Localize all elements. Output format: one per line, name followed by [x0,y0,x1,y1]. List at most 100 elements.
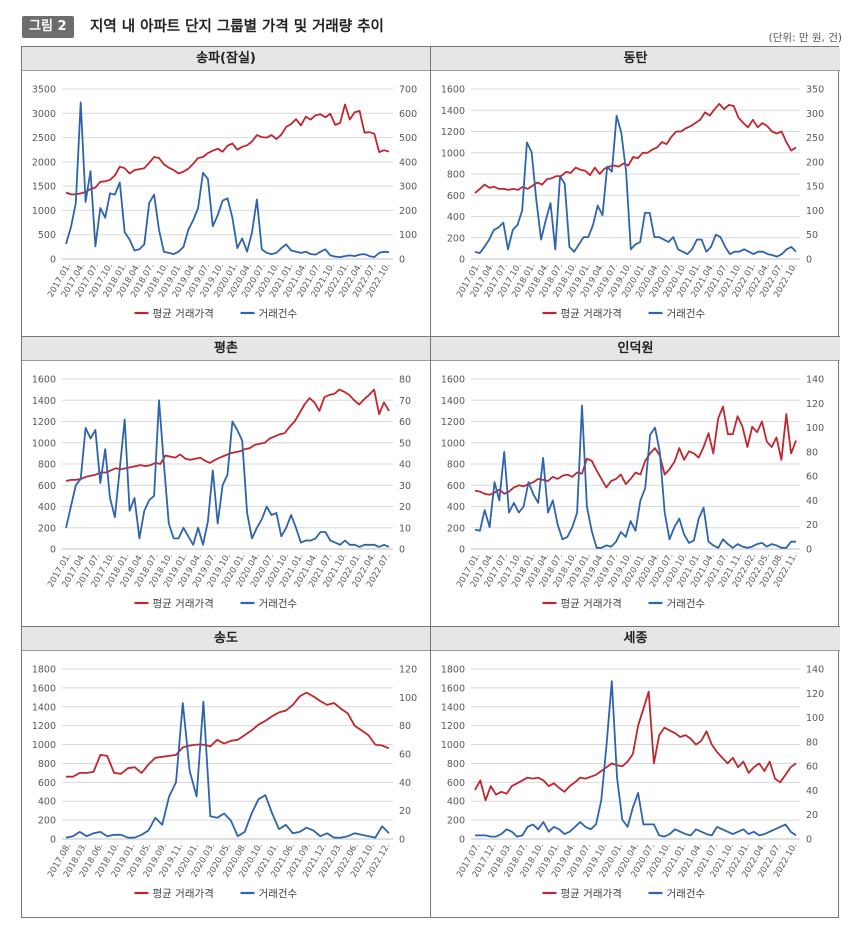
y-right-tick-label: 80 [806,737,818,748]
series-line-count [65,700,390,839]
panel-title: 세종 [431,627,840,651]
y-left-tick-label: 3000 [32,109,56,120]
y-right-tick-label: 40 [399,460,411,471]
y-right-tick-label: 150 [806,182,824,193]
y-left-tick-label: 1400 [32,702,56,713]
y-right-tick-label: 300 [806,109,824,120]
y-left-tick-label: 0 [459,835,465,846]
y-left-tick-label: 200 [447,523,465,534]
figure-badge: 그림 2 [22,16,74,38]
y-right-tick-label: 100 [399,230,417,241]
y-right-tick-label: 120 [806,399,824,410]
y-left-tick-label: 1800 [441,665,465,676]
panel-title: 인덕원 [431,337,840,361]
y-right-tick-label: 60 [399,417,411,428]
y-right-tick-label: 80 [399,375,411,386]
legend-label-count: 거래건수 [259,308,298,320]
legend-label-price: 평균 거래가격 [561,597,622,610]
y-left-tick-label: 1600 [441,683,465,694]
y-right-tick-label: 20 [399,502,411,513]
y-right-tick-label: 200 [806,157,824,168]
y-left-tick-label: 600 [447,778,465,789]
y-right-tick-label: 30 [399,481,411,492]
y-left-tick-label: 1200 [32,721,56,732]
y-left-tick-label: 800 [447,759,465,770]
chart-sejong: 0 200 400 600 800 1000 1200 1400 1600 1800 0 20 40 60… [441,665,824,901]
legend-label-count: 거래건수 [259,888,298,900]
panel-songdo: 송도 0 200 400 600 800 1000 1200 1400 1600 1800 0 20 4… [22,627,431,917]
legend-label-price: 평균 거래가격 [153,597,214,610]
y-left-tick-label: 1600 [441,85,465,96]
y-right-tick-label: 40 [806,786,818,797]
y-left-tick-label: 400 [447,797,465,808]
y-left-tick-label: 0 [50,545,56,556]
y-right-tick-label: 600 [399,109,417,120]
series-line-count [65,101,390,259]
y-right-tick-label: 0 [399,255,405,266]
y-right-tick-label: 80 [806,447,818,458]
series-line-price [66,691,390,778]
panel-pyeongchon: 평촌 0 200 400 600 800 1000 1200 1400 1600 0 10 20 30 4… [22,337,431,627]
y-left-tick-label: 1600 [32,683,56,694]
y-left-tick-label: 200 [38,816,56,827]
chart-grid: 송파(잠실) 0 500 1000 1500 2000 2500 3000 3500 0 100 2… [21,46,840,918]
y-left-tick-label: 800 [38,460,56,471]
y-left-tick-label: 1400 [32,396,56,407]
legend-label-count: 거래건수 [667,888,706,900]
y-right-tick-label: 140 [806,375,824,386]
y-left-tick-label: 200 [38,523,56,534]
y-left-tick-label: 1200 [441,127,465,138]
y-right-tick-label: 100 [399,693,417,704]
y-right-tick-label: 300 [399,182,417,193]
y-right-tick-label: 0 [399,835,405,846]
series-line-count [475,680,797,838]
legend-label-price: 평균 거래가격 [153,887,214,900]
y-right-tick-label: 10 [399,523,411,534]
y-right-tick-label: 0 [399,545,405,556]
legend-label-count: 거래건수 [259,598,298,610]
y-left-tick-label: 2500 [32,133,56,144]
y-left-tick-label: 1000 [32,206,56,217]
y-right-tick-label: 100 [806,206,824,217]
y-left-tick-label: 0 [459,255,465,266]
chart-songdo: 0 200 400 600 800 1000 1200 1400 1600 1800 0 20 40 60… [32,665,417,901]
y-right-tick-label: 120 [399,665,417,676]
y-left-tick-label: 1000 [441,740,465,751]
y-left-tick-label: 0 [50,255,56,266]
y-right-tick-label: 700 [399,85,417,96]
y-left-tick-label: 400 [38,502,56,513]
y-left-tick-label: 800 [447,170,465,181]
y-left-tick-label: 1600 [32,375,56,386]
chart-indeogwon: 0 200 400 600 800 1000 1200 1400 1600 0 20 40 60 80 10… [441,375,824,611]
y-left-tick-label: 1000 [32,438,56,449]
y-left-tick-label: 400 [447,502,465,513]
y-right-tick-label: 80 [399,721,411,732]
y-left-tick-label: 500 [38,230,56,241]
figure-title: 지역 내 아파트 단지 그룹별 가격 및 거래량 추이 [90,19,384,35]
chart-songpa: 0 500 1000 1500 2000 2500 3000 3500 0 100 200 300 40… [32,85,417,321]
y-left-tick-label: 1400 [441,396,465,407]
series-line-price [474,690,797,802]
panel-title: 동탄 [431,47,840,71]
panel-title: 송파(잠실) [22,47,430,71]
y-right-tick-label: 0 [806,545,812,556]
y-left-tick-label: 1400 [441,106,465,117]
y-right-tick-label: 60 [399,750,411,761]
y-right-tick-label: 400 [399,157,417,168]
y-right-tick-label: 50 [399,438,411,449]
y-right-tick-label: 200 [399,206,417,217]
chart-dongtan: 0 200 400 600 800 1000 1200 1400 1600 0 50 100 150 20… [441,85,824,321]
y-left-tick-label: 1800 [32,665,56,676]
y-left-tick-label: 1200 [441,721,465,732]
series-line-price [474,405,797,496]
y-right-tick-label: 50 [806,230,818,241]
series-line-count [474,114,797,258]
y-left-tick-label: 1000 [441,148,465,159]
y-right-tick-label: 0 [806,255,812,266]
panel-indeogwon: 인덕원 0 200 400 600 800 1000 1200 1400 1600 0 20 40 60… [431,337,840,627]
y-left-tick-label: 600 [447,191,465,202]
y-right-tick-label: 40 [399,778,411,789]
panel-songpa: 송파(잠실) 0 500 1000 1500 2000 2500 3000 3500 0 100 2… [22,47,431,337]
y-left-tick-label: 1200 [32,417,56,428]
y-right-tick-label: 20 [806,810,818,821]
